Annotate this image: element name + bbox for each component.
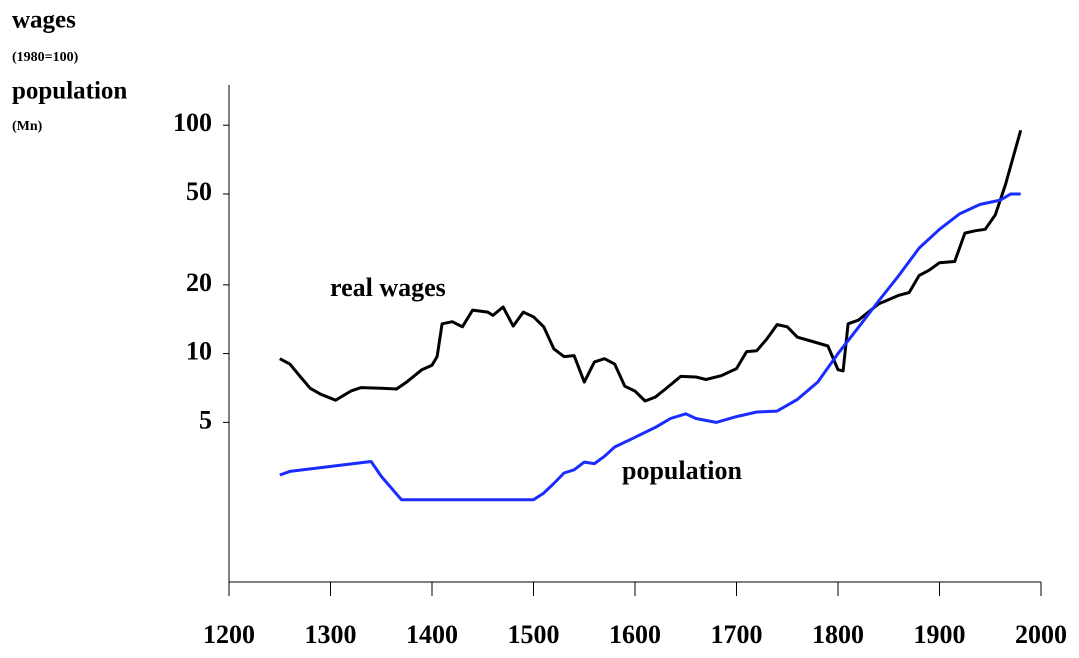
annotation: real wages: [330, 273, 446, 302]
y-tick-label: 50: [186, 177, 212, 206]
x-tick-label: 1200: [203, 620, 255, 649]
x-tick-label: 1600: [609, 620, 661, 649]
series-line: [279, 192, 1021, 502]
x-tick-label: 1800: [812, 620, 864, 649]
y-tick-label: 10: [186, 337, 212, 366]
x-tick-label: 1300: [305, 620, 357, 649]
annotation: population: [622, 456, 742, 485]
x-tick-label: 2000: [1015, 620, 1067, 649]
x-tick-label: 1500: [508, 620, 560, 649]
y-label: (Mn): [12, 119, 43, 134]
x-tick-label: 1400: [406, 620, 458, 649]
y-tick-label: 20: [186, 268, 212, 297]
y-label: population: [12, 78, 127, 105]
x-tick-label: 1700: [711, 620, 763, 649]
y-tick-label: 5: [199, 405, 212, 434]
series-line: [279, 129, 1023, 403]
y-label: wages: [12, 7, 76, 34]
y-label: (1980=100): [12, 50, 79, 65]
y-tick-label: 100: [173, 108, 212, 137]
x-tick-label: 1900: [914, 620, 966, 649]
